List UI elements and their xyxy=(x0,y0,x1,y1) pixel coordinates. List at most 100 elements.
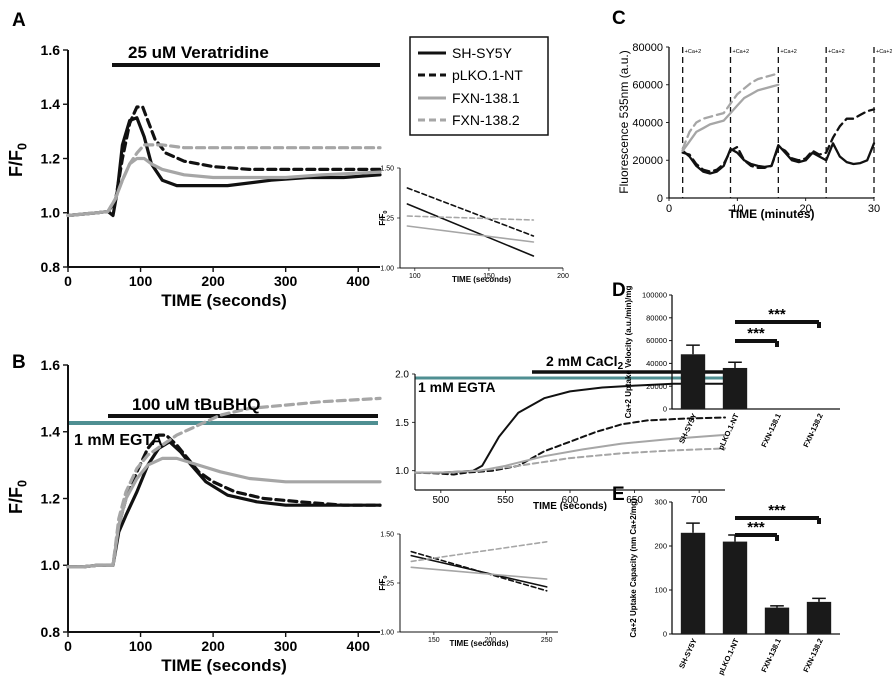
bar-sh-sy5y xyxy=(680,532,706,634)
y-tick-label: 1.5 xyxy=(395,418,409,429)
ca-marker-label: +Ca+2 xyxy=(733,49,750,55)
x-category-label: FXN-138.2 xyxy=(801,412,824,449)
x-axis-label: TIME (minutes) xyxy=(729,207,815,221)
panel-label-e: E xyxy=(612,484,625,505)
series-line-fxn-138-2 xyxy=(681,72,780,151)
egta-label: 1 mM EGTA xyxy=(418,379,496,395)
y-tick-label: 0 xyxy=(663,630,667,639)
x-tick-label: 150 xyxy=(428,637,440,644)
x-axis-label: TIME (seconds) xyxy=(161,656,287,675)
legend-label: FXN-138.2 xyxy=(452,112,520,128)
x-tick-label: 200 xyxy=(201,638,225,654)
y-axis-label: Ca+2 Uptake Capacity (nm Ca+2/mg) xyxy=(629,498,638,637)
x-axis-label: TIME (seconds) xyxy=(452,275,511,284)
x-axis-label: TIME (seconds) xyxy=(533,501,607,512)
y-axis-label: F/F0 xyxy=(378,575,389,590)
x-tick-label: 30 xyxy=(868,203,880,215)
y-tick-label: 1.50 xyxy=(380,531,394,538)
y-axis-label-subscript: 0 xyxy=(16,480,30,487)
treatment-label: 100 uM tBuBHQ xyxy=(132,395,260,414)
x-tick-label: 20 xyxy=(800,203,812,215)
series-line-fxn-138-1 xyxy=(406,225,535,243)
x-tick-label: 200 xyxy=(201,273,225,289)
bar-plko-1-nt xyxy=(722,541,748,634)
y-tick-label: 1.6 xyxy=(41,42,61,58)
legend-item-1: pLKO.1-NT xyxy=(418,67,523,83)
x-tick-label: 300 xyxy=(274,273,298,289)
x-category-label: SH-SY5Y xyxy=(677,412,699,445)
series-line-fxn-138-1 xyxy=(681,83,780,152)
x-tick-label: 150 xyxy=(483,273,495,280)
bar-plko-1-nt xyxy=(722,367,748,409)
legend-item-0: SH-SY5Y xyxy=(418,45,513,61)
series-line-plko-1-nt xyxy=(681,108,876,173)
y-tick-label: 1.00 xyxy=(380,629,394,636)
significance-label: *** xyxy=(768,306,786,323)
y-axis-label: Fluorescence 535nm (a.u.) xyxy=(617,50,631,193)
y-tick-label: 0.8 xyxy=(41,624,61,640)
x-axis-label: TIME (seconds) xyxy=(161,291,287,310)
ca-marker-label: +Ca+2 xyxy=(828,49,845,55)
y-tick-label: 20000 xyxy=(632,155,663,167)
x-tick-label: 100 xyxy=(129,638,153,654)
series-line-fxn-138-1 xyxy=(66,156,382,218)
x-tick-label: 400 xyxy=(347,638,371,654)
series-line-fxn-138-2 xyxy=(66,143,382,218)
y-tick-label: 20000 xyxy=(646,382,667,391)
x-tick-label: 10 xyxy=(731,203,743,215)
series-line-sh-sy5y xyxy=(414,382,726,474)
y-tick-label: 1.25 xyxy=(380,580,394,587)
y-tick-label: 60000 xyxy=(632,80,663,92)
egta-label: 1 mM EGTA xyxy=(74,432,163,449)
y-tick-label: 1.4 xyxy=(41,96,61,112)
y-axis-label: F/F0 xyxy=(6,480,30,514)
panel-label-c: C xyxy=(612,8,626,29)
x-category-label: pLKO.1-NT xyxy=(716,637,741,677)
bar-fxn-138-1 xyxy=(764,607,790,634)
x-category-label: SH-SY5Y xyxy=(677,637,699,670)
y-tick-label: 80000 xyxy=(646,313,667,322)
y-tick-label: 1.6 xyxy=(41,357,61,373)
y-axis-label-subscript: 0 xyxy=(16,143,30,150)
x-category-label: FXN-138.1 xyxy=(759,637,782,674)
y-axis-label: F/F0 xyxy=(378,210,389,225)
series-line-fxn-138-2 xyxy=(66,396,382,569)
y-tick-label: 1.4 xyxy=(41,424,61,440)
chart-b-inset-cacl2: 500 550 600 650 700 1.0 1.5 2.0 TIME (seconds) 2 … xyxy=(395,353,726,512)
y-tick-label: 1.2 xyxy=(41,490,61,506)
x-axis-label: TIME (seconds) xyxy=(449,639,508,648)
y-tick-label: 1.25 xyxy=(380,215,394,222)
panel-label-b: B xyxy=(12,352,26,373)
x-tick-label: 0 xyxy=(64,638,72,654)
ca-marker-label: +Ca+2 xyxy=(876,49,892,55)
y-tick-label: 1.50 xyxy=(380,165,394,172)
ca-marker-label: +Ca+2 xyxy=(685,49,702,55)
treatment-label: 25 uM Veratridine xyxy=(128,43,269,62)
x-tick-label: 0 xyxy=(666,203,672,215)
panel-label-a: A xyxy=(12,10,26,31)
y-tick-label: 1.0 xyxy=(41,557,61,573)
series-line-fxn-138-2 xyxy=(410,540,548,563)
chart-b-tbubhq: 0 100 200 300 400 0.8 1.0 1.2 1.4 1.6 TIME (second… xyxy=(6,357,382,675)
y-axis-label-subscript: 0 xyxy=(383,210,389,213)
panel-label-d: D xyxy=(612,280,626,301)
significance-label: *** xyxy=(747,519,765,536)
y-tick-label: 0 xyxy=(663,405,667,414)
y-tick-label: 40000 xyxy=(632,117,663,129)
x-tick-label: 100 xyxy=(409,273,421,280)
series-line-sh-sy5y xyxy=(406,203,535,257)
y-tick-label: 1.0 xyxy=(41,205,61,221)
x-tick-label: 100 xyxy=(129,273,153,289)
chart-c-fluorescence: +Ca+2 +Ca+2 +Ca+2 +Ca+2 +Ca+2 0 10 20 30 0 20000 40… xyxy=(617,42,892,221)
y-tick-label: 0.8 xyxy=(41,259,61,275)
y-tick-label: 60000 xyxy=(646,336,667,345)
chart-b-inset-slopes: 150 200 250 1.00 1.25 1.50 TIME (seconds) F/F0 xyxy=(378,531,558,648)
y-tick-label: 1.2 xyxy=(41,150,61,166)
x-tick-label: 250 xyxy=(541,637,553,644)
y-axis-label-subscript: 0 xyxy=(383,575,389,578)
y-tick-label: 0 xyxy=(657,193,663,205)
treatment-label: 2 mM CaCl2 xyxy=(546,353,624,372)
chart-a-veratridine: 0 100 200 300 400 0.8 1.0 1.2 1.4 1.6 TIME (second… xyxy=(6,42,382,310)
y-tick-label: 40000 xyxy=(646,359,667,368)
